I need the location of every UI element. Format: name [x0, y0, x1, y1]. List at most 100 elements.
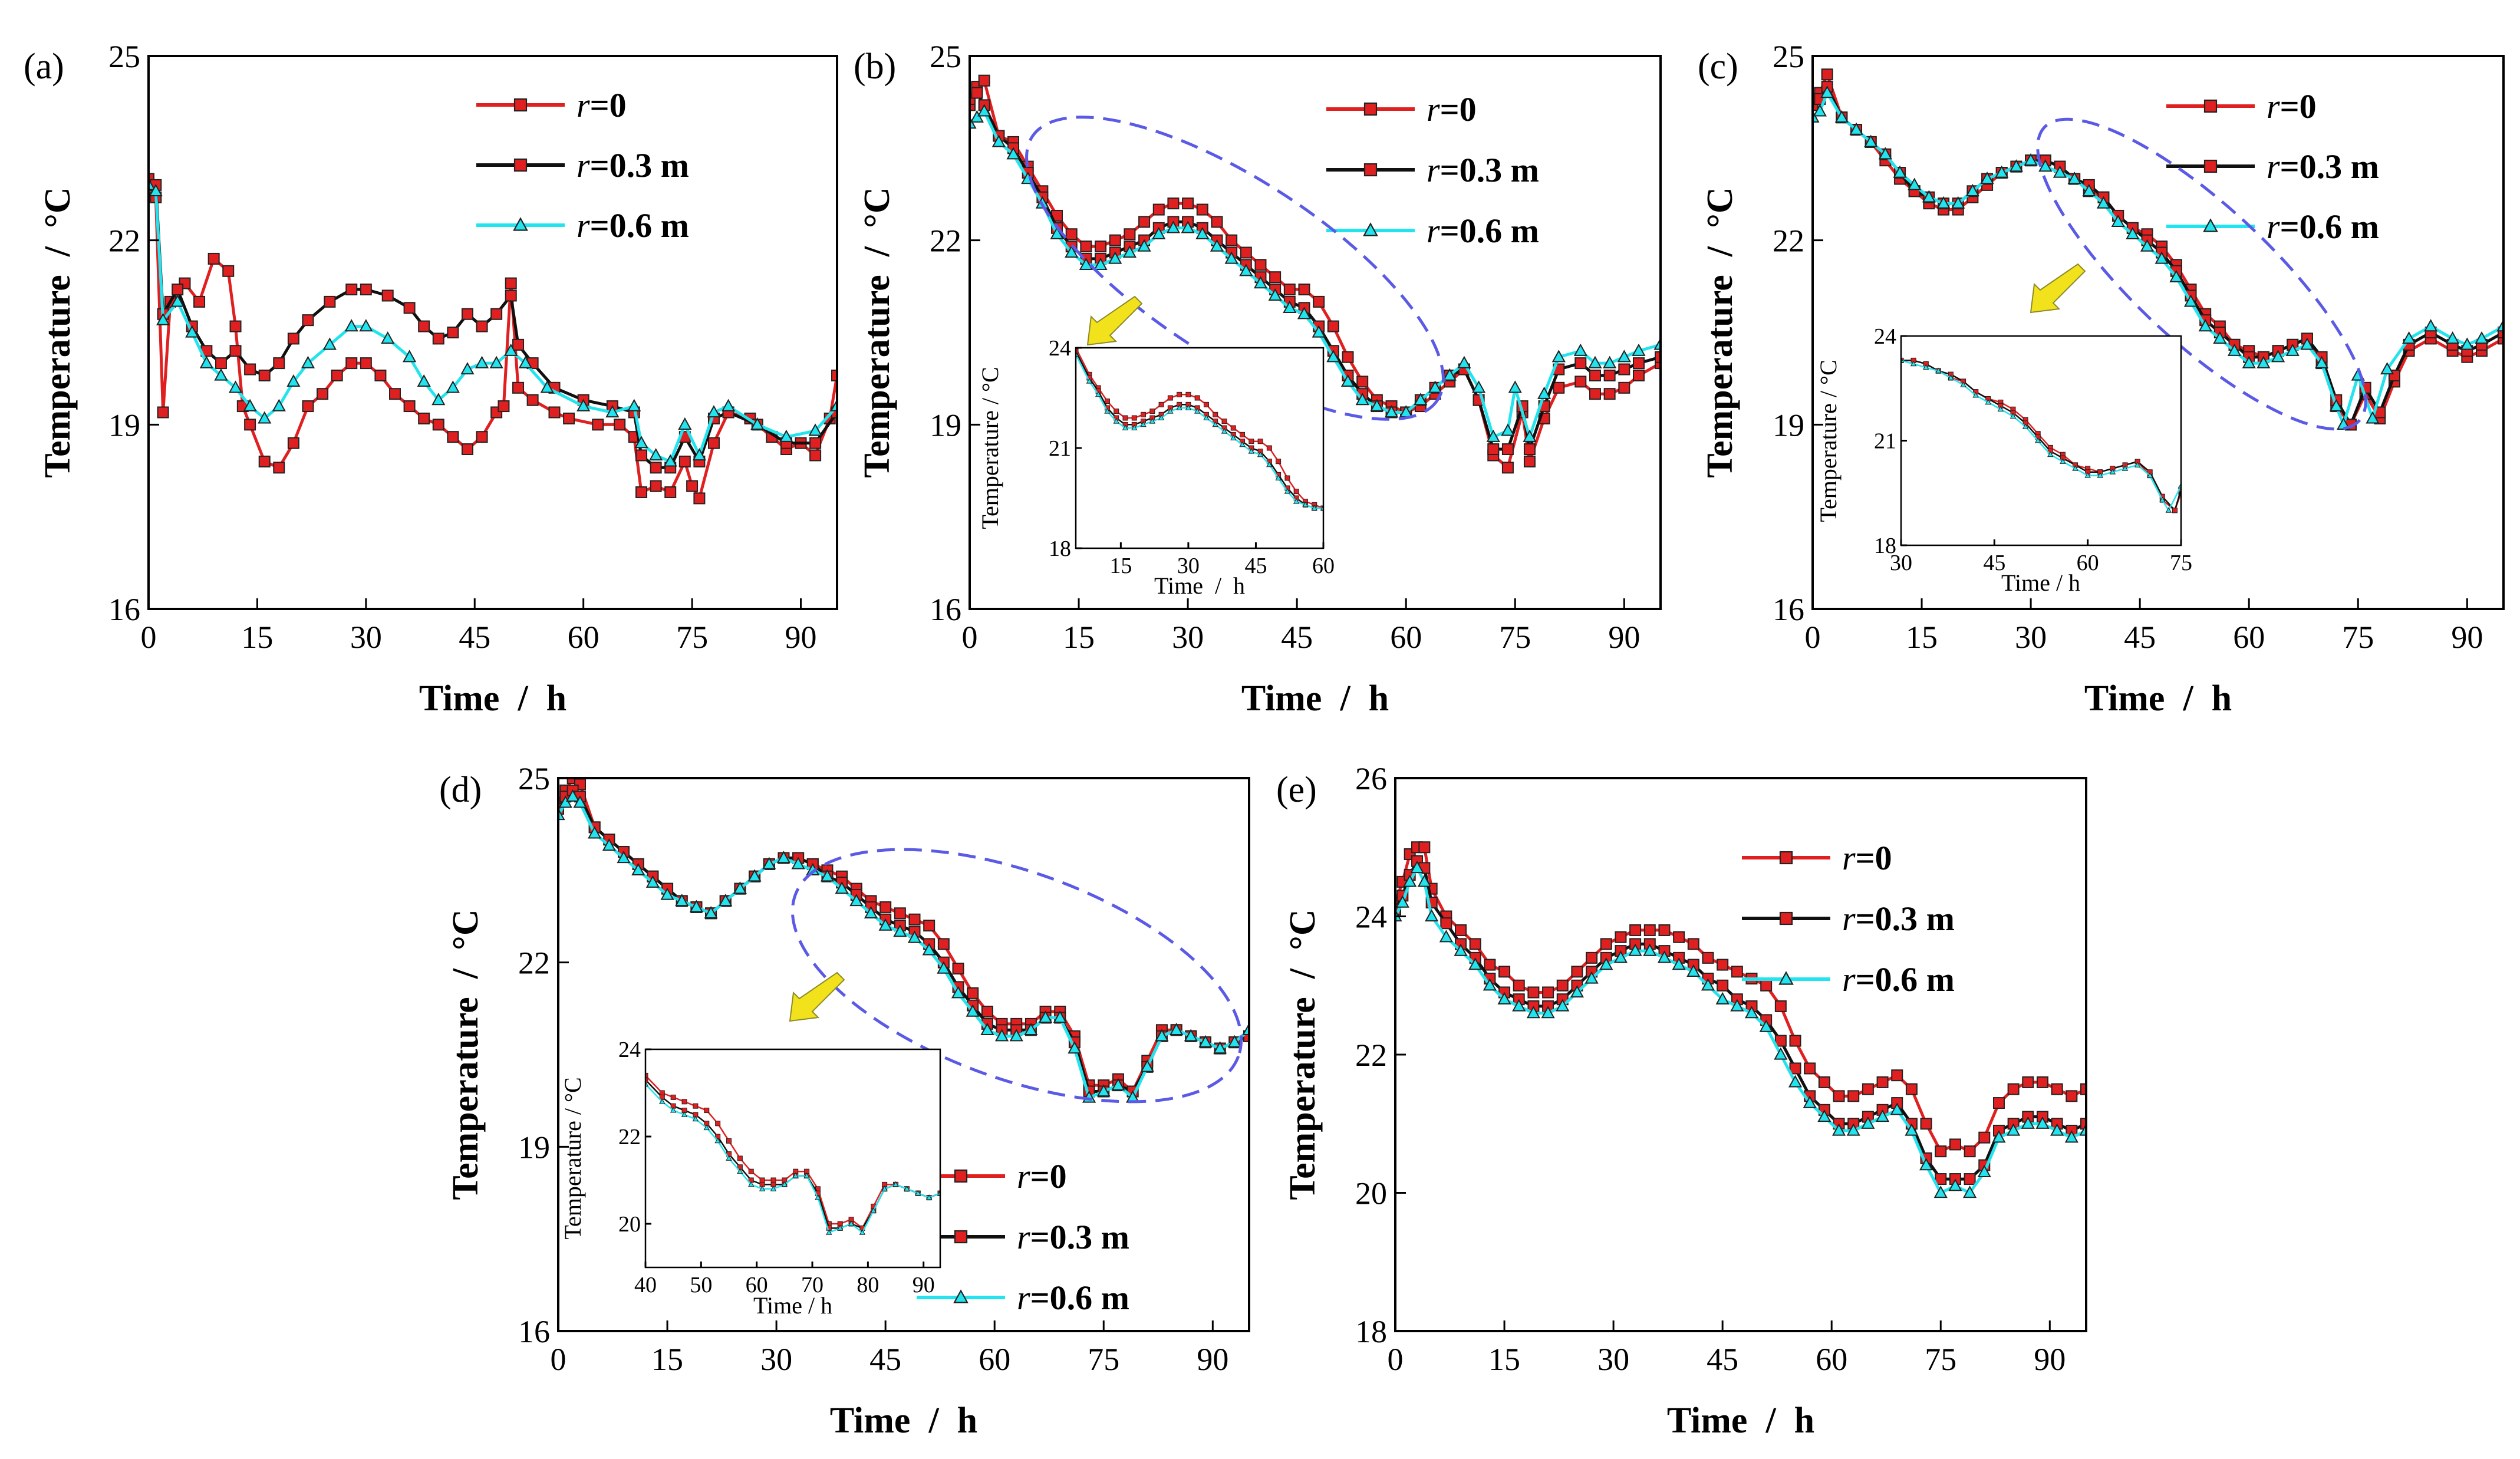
data-point — [1759, 1019, 1773, 1032]
data-point — [185, 325, 199, 338]
legend-swatch-marker — [2203, 99, 2218, 113]
legend-swatch-marker — [1779, 851, 1793, 865]
y-ticks: 16 19 22 25 — [1773, 39, 1823, 627]
data-point — [815, 1194, 821, 1200]
data-point — [1803, 1095, 1817, 1108]
data-point — [2096, 196, 2111, 209]
x-tick-label: 30 — [350, 620, 382, 655]
data-point — [1442, 368, 1457, 381]
data-point — [1574, 357, 1587, 370]
x-tick-label: 75 — [2342, 620, 2374, 655]
data-point — [1254, 259, 1267, 271]
data-point — [1527, 986, 1540, 999]
data-point — [1672, 957, 1686, 970]
data-point — [447, 327, 459, 338]
x-tick-label: 45 — [1244, 554, 1267, 578]
x-tick-label: 45 — [1281, 620, 1313, 655]
data-point — [1284, 488, 1291, 494]
x-tick-label: 90 — [913, 1273, 935, 1297]
x-tick-label: 75 — [676, 620, 708, 655]
data-point — [678, 455, 691, 467]
data-point — [460, 362, 475, 375]
data-point — [1266, 445, 1272, 451]
data-point — [1919, 1158, 1933, 1171]
legend-item-series-r0: r=0 — [1742, 839, 1892, 877]
data-point — [1284, 475, 1290, 481]
data-point — [1224, 251, 1238, 264]
y-tick-label: 24 — [618, 1038, 641, 1062]
data-point — [1425, 909, 1439, 922]
data-point — [1149, 418, 1156, 424]
y-tick-label: 22 — [618, 1125, 641, 1150]
data-point — [1910, 360, 1917, 367]
data-point — [1141, 411, 1147, 417]
data-point — [2183, 294, 2198, 307]
data-point — [432, 419, 444, 431]
data-point — [1686, 964, 1701, 977]
data-point — [922, 943, 936, 956]
data-point — [835, 881, 849, 894]
data-point — [1152, 203, 1165, 216]
data-point — [540, 380, 554, 393]
data-point — [2035, 1116, 2050, 1129]
data-point — [1992, 1097, 2005, 1109]
data-point — [659, 1098, 666, 1104]
data-point — [1618, 381, 1630, 394]
data-point — [1985, 398, 1992, 405]
x-ticks: 0 15 30 45 60 75 90 — [962, 598, 1640, 655]
data-point — [1673, 931, 1685, 943]
inset-plot: 18 21 24 30 45 60 75 Time / h Temperature / °… — [1815, 324, 2192, 596]
data-point — [360, 357, 372, 370]
data-point — [1541, 1006, 1555, 1019]
legend-swatch-marker — [1363, 222, 1378, 236]
data-point — [1242, 1022, 1249, 1035]
data-point — [602, 838, 616, 851]
y-tick-label: 20 — [618, 1212, 641, 1237]
data-point — [1203, 401, 1209, 407]
data-point — [779, 429, 793, 442]
legend-item-series-r0: r=0 — [476, 86, 627, 124]
panel-label: (e) — [1276, 770, 1317, 810]
data-point — [1573, 343, 1587, 356]
data-point — [1293, 489, 1299, 495]
data-point — [719, 894, 733, 907]
series-r06 — [1901, 357, 2181, 513]
legend-swatch-marker — [1363, 163, 1378, 177]
y-tick-label: 22 — [930, 223, 961, 259]
data-point — [2022, 1076, 2034, 1088]
x-tick-label: 75 — [1088, 1342, 1119, 1377]
y-tick-label: 25 — [1773, 39, 1804, 74]
data-point — [2050, 1123, 2064, 1136]
data-point — [1571, 966, 1583, 978]
data-point — [1283, 300, 1297, 313]
data-point — [244, 363, 256, 376]
data-point — [2036, 1076, 2048, 1088]
data-point — [2126, 226, 2140, 239]
inset-x-axis-label: Time / h — [2001, 569, 2080, 596]
data-point — [1878, 147, 1892, 160]
x-tick-label: 60 — [979, 1342, 1010, 1377]
legend-item-series-r06: r=0.6 m — [1326, 212, 1539, 250]
data-point — [403, 350, 417, 363]
data-point — [1935, 1145, 1947, 1158]
data-point — [588, 826, 602, 839]
data-point — [881, 1185, 888, 1191]
data-point — [1817, 1109, 1831, 1122]
data-point — [1585, 971, 1599, 984]
data-point — [670, 1094, 676, 1100]
data-point — [2165, 507, 2172, 513]
y-axis-label: Temperature / °C — [1700, 187, 1740, 477]
data-point — [1257, 439, 1263, 444]
data-point — [660, 887, 674, 900]
data-point — [1588, 355, 1602, 368]
x-tick-label: 75 — [1499, 620, 1531, 655]
legend-swatch-marker — [1778, 971, 1794, 985]
data-point — [1964, 1173, 1976, 1185]
data-point — [1905, 1083, 1918, 1095]
data-point — [803, 1172, 810, 1178]
legend-label: r=0.6 m — [1842, 960, 1955, 999]
data-point — [791, 857, 805, 870]
legend-item-series-r03: r=0.3 m — [2166, 147, 2379, 186]
data-point — [2146, 472, 2153, 478]
x-tick-label: 0 — [1388, 1342, 1404, 1377]
